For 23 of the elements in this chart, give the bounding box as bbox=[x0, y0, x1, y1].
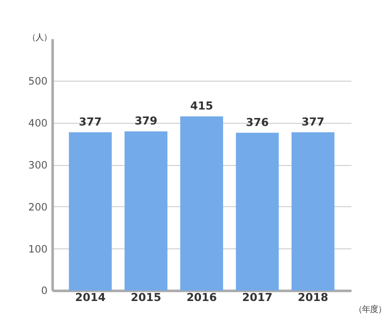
bar bbox=[292, 132, 334, 290]
bar bbox=[236, 132, 279, 290]
y-axis-title: （人） bbox=[27, 32, 52, 42]
y-tick-label: 100 bbox=[28, 244, 48, 256]
y-tick-label: 200 bbox=[28, 202, 48, 214]
x-tick-label: 2018 bbox=[298, 290, 328, 304]
data-label: 377 bbox=[78, 116, 102, 129]
y-tick-label: 500 bbox=[28, 76, 48, 88]
bar bbox=[180, 116, 224, 290]
bar bbox=[124, 131, 168, 290]
x-tick-label: 2014 bbox=[75, 290, 106, 304]
data-label: 415 bbox=[190, 100, 214, 113]
y-tick-label: 0 bbox=[41, 286, 48, 298]
bar bbox=[68, 132, 112, 290]
x-tick-label: 2017 bbox=[242, 290, 273, 304]
data-label: 379 bbox=[134, 114, 158, 128]
x-tick-label: 2016 bbox=[186, 290, 218, 304]
y-tick-label: 300 bbox=[28, 160, 48, 172]
data-label: 376 bbox=[246, 116, 270, 129]
data-label: 377 bbox=[302, 116, 324, 129]
x-axis-title: （年度） bbox=[354, 304, 386, 314]
y-tick-label: 400 bbox=[28, 118, 48, 130]
x-tick-label: 2015 bbox=[130, 290, 162, 304]
